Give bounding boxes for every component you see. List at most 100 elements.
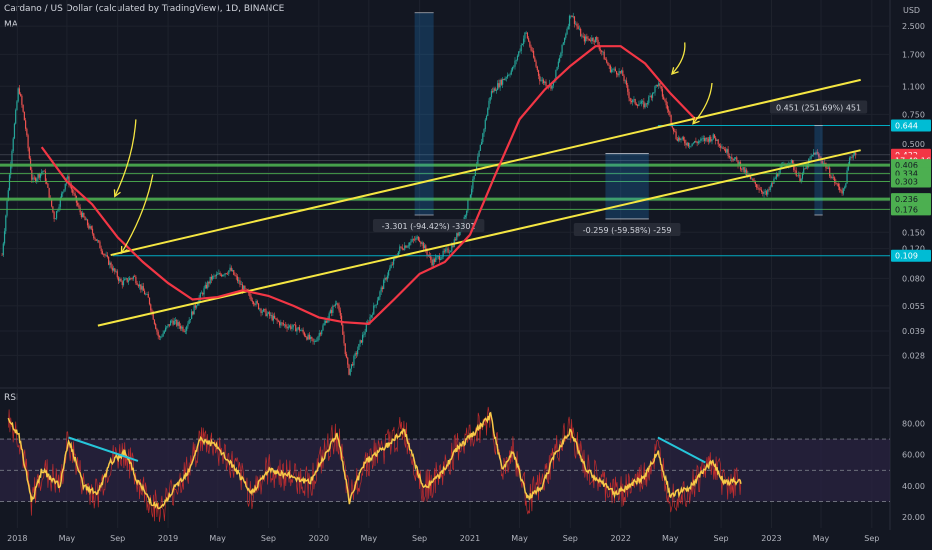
candle-body — [778, 174, 780, 176]
price-tag-label: 0.334 — [895, 170, 918, 179]
candle-body — [74, 193, 76, 196]
candle-body — [280, 322, 282, 326]
candle-body — [519, 50, 521, 52]
candle-body — [51, 198, 53, 207]
candle-body — [60, 193, 63, 198]
candle-body — [682, 137, 685, 140]
candle-body — [252, 301, 255, 305]
rsi-axis[interactable]: 80.00 60.00 40.00 20.00 — [902, 419, 925, 522]
measure-box[interactable]: -3.301 (-94.42%) -3301 — [372, 12, 485, 232]
price-tag-label: 0.176 — [895, 205, 918, 214]
candle-body — [135, 276, 137, 284]
candle-body — [371, 314, 374, 316]
candle-body — [388, 270, 390, 276]
candle-body — [731, 157, 733, 160]
candle-body — [483, 128, 485, 134]
candle-body — [581, 35, 583, 37]
time-tick-label: 2022 — [611, 534, 631, 543]
candle-body — [603, 51, 605, 60]
candle-body — [707, 138, 709, 142]
candle-body — [78, 205, 80, 208]
candle-body — [633, 99, 635, 100]
candle-body — [419, 240, 421, 242]
price-tick-label: 0.039 — [902, 327, 925, 336]
candle-body — [326, 320, 328, 323]
candle-body — [578, 28, 581, 30]
candle-body — [695, 141, 697, 143]
price-tick-label: 1.700 — [902, 50, 925, 59]
candle-body — [594, 37, 597, 42]
candle-body — [537, 70, 540, 76]
candle-body — [407, 245, 410, 247]
candle-body — [827, 167, 830, 169]
price-tag-label: 0.644 — [895, 122, 918, 131]
candle-body — [400, 246, 402, 248]
measure-box[interactable]: 0.451 (251.69%) 451 — [769, 100, 868, 216]
price-axis[interactable]: 2.5001.7001.1000.7500.5000.3400.2300.150… — [902, 22, 925, 360]
candle-body — [650, 95, 652, 98]
candle-body — [41, 172, 43, 174]
time-tick-label: 2018 — [7, 534, 27, 543]
candle-body — [705, 137, 707, 141]
ma-indicator-label[interactable]: MA — [4, 20, 18, 30]
trend-channel[interactable] — [97, 78, 861, 327]
candle-body — [120, 278, 122, 282]
candle-body — [93, 233, 95, 239]
candle-body — [305, 335, 307, 337]
candle-body — [417, 236, 419, 241]
candle-body — [742, 167, 744, 170]
candle-body — [260, 308, 262, 313]
candle-body — [178, 322, 180, 327]
candle-body — [565, 34, 567, 38]
candle-body — [587, 38, 589, 40]
candle-body — [487, 108, 489, 116]
candle-body — [592, 37, 594, 42]
candle-body — [17, 88, 19, 102]
time-tick-label: May — [209, 534, 226, 543]
candle-body — [562, 42, 564, 45]
candle-body — [676, 139, 678, 141]
candle-body — [146, 294, 148, 295]
candle-body — [152, 311, 154, 320]
candle-body — [3, 231, 6, 244]
channel-line[interactable] — [97, 149, 861, 327]
candle-body — [629, 98, 631, 102]
candle-body — [456, 233, 458, 241]
candle-body — [420, 241, 422, 244]
candle-body — [103, 254, 105, 255]
candle-body — [33, 177, 35, 179]
candle-body — [275, 318, 277, 319]
rsi-indicator-label[interactable]: RSI — [4, 393, 19, 403]
measure-box[interactable]: -0.259 (-59.58%) -259 — [573, 153, 681, 236]
candle-body — [722, 147, 724, 149]
candle-body — [723, 148, 725, 150]
candle-body — [63, 189, 65, 192]
candle-body — [575, 23, 577, 25]
candle-body — [837, 183, 839, 187]
time-axis[interactable]: 2018 May Sep 2019 May Sep 2020 May Sep 2021 May Sep… — [7, 534, 879, 543]
candle-body — [10, 164, 12, 175]
candle-body — [670, 115, 672, 124]
candle-body — [596, 37, 598, 40]
horizontal-levels[interactable] — [0, 125, 890, 257]
candle-body — [114, 268, 116, 272]
channel-line[interactable] — [110, 78, 861, 257]
candle-body — [81, 212, 84, 218]
candle-body — [46, 181, 48, 184]
candle-body — [230, 267, 232, 271]
candle-body — [338, 305, 340, 311]
candle-body — [57, 210, 59, 212]
candle-body — [479, 144, 481, 151]
candle-body — [218, 273, 220, 275]
candle-body — [119, 278, 121, 281]
candle-body — [642, 101, 644, 102]
candle-body — [694, 141, 696, 143]
candle-body — [16, 101, 18, 111]
measure-label-bg — [573, 222, 681, 236]
measure-boxes[interactable]: -3.301 (-94.42%) -3301 -0.259 (-59.58%) -… — [372, 12, 868, 236]
candle-body — [515, 60, 517, 61]
candle-body — [384, 277, 386, 281]
candle-body — [215, 274, 218, 277]
candle-body — [751, 178, 753, 180]
